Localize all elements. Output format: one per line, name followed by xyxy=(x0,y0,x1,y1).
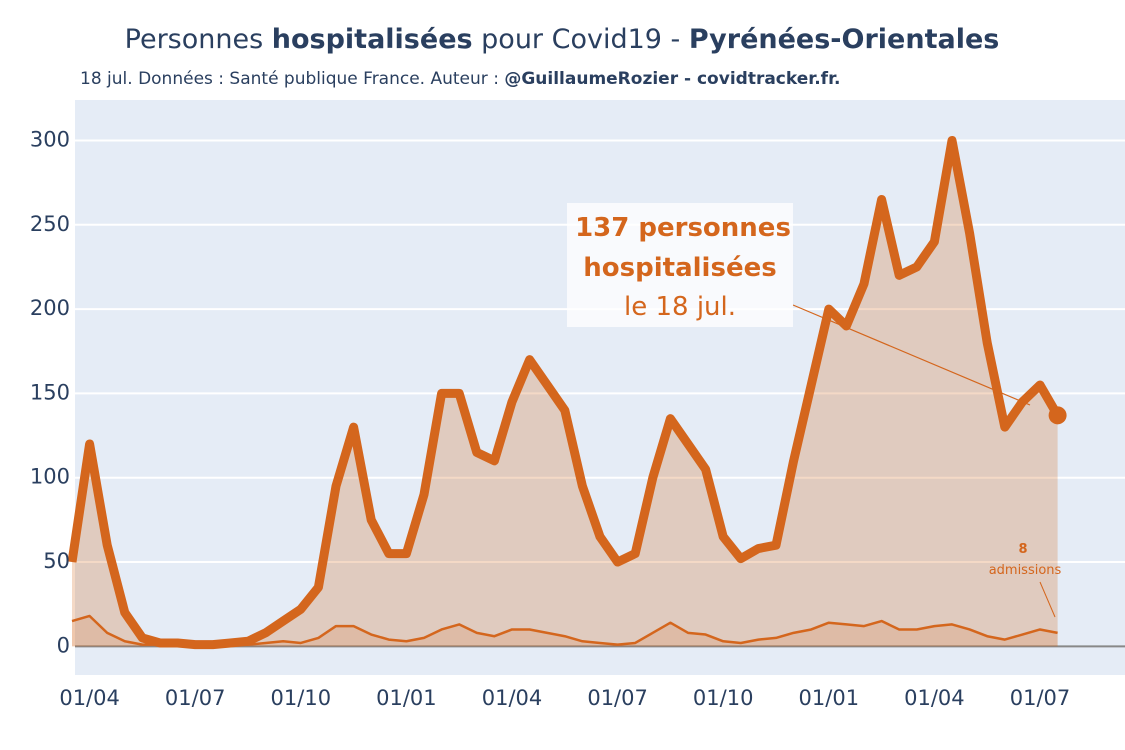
x-tick-label: 01/07 xyxy=(165,686,226,710)
area xyxy=(72,140,1058,647)
plot-background xyxy=(75,100,1125,675)
title-part: 18 jul. Données : Santé publique France.… xyxy=(80,69,504,89)
x-tick-label: 01/01 xyxy=(799,686,860,710)
annotation-text: 8 xyxy=(1018,542,1027,557)
marks xyxy=(67,135,1067,650)
annotation-text: 137 personnes xyxy=(575,213,791,243)
y-tick-label: 100 xyxy=(30,465,70,489)
title-part: Personnes xyxy=(125,24,272,55)
annotation-text: admissions xyxy=(989,563,1062,578)
line xyxy=(71,614,1058,648)
title-part: hospitalisées xyxy=(272,24,473,55)
title-part: pour Covid19 - xyxy=(473,24,689,55)
annotation-arrow xyxy=(1039,581,1056,618)
chart-title: Personnes hospitalisées pour Covid19 - P… xyxy=(125,24,1000,55)
y-tick-label: 300 xyxy=(30,127,70,151)
annotation-text: hospitalisées xyxy=(583,253,776,283)
x-tick-label: 01/10 xyxy=(693,686,754,710)
line xyxy=(67,135,1062,650)
x-tick-label: 01/04 xyxy=(904,686,965,710)
labels: 0 50 100 150 200 250 300 01/04 01/07 01/10 01/01 01… xyxy=(30,127,1070,710)
y-tick-label: 0 xyxy=(57,633,70,657)
x-tick-label: 01/01 xyxy=(376,686,437,710)
annotation-box xyxy=(567,203,793,327)
x-tick-label: 01/04 xyxy=(59,686,120,710)
annotation-arrow xyxy=(792,304,1031,406)
y-tick-label: 250 xyxy=(30,212,70,236)
annotation-text: le 18 jul. xyxy=(624,292,736,322)
y-tick-label: 200 xyxy=(30,296,70,320)
title-part: @GuillaumeRozier - covidtracker.fr. xyxy=(504,69,840,89)
y-tick-label: 150 xyxy=(30,380,70,404)
chart-subtitle: 18 jul. Données : Santé publique France.… xyxy=(80,69,841,89)
x-tick-label: 01/07 xyxy=(587,686,648,710)
end-point xyxy=(1048,406,1067,425)
x-tick-label: 01/10 xyxy=(271,686,332,710)
x-tick-label: 01/04 xyxy=(482,686,543,710)
title-part: Pyrénées-Orientales xyxy=(689,24,999,55)
y-tick-label: 50 xyxy=(43,549,70,573)
x-tick-label: 01/07 xyxy=(1010,686,1071,710)
